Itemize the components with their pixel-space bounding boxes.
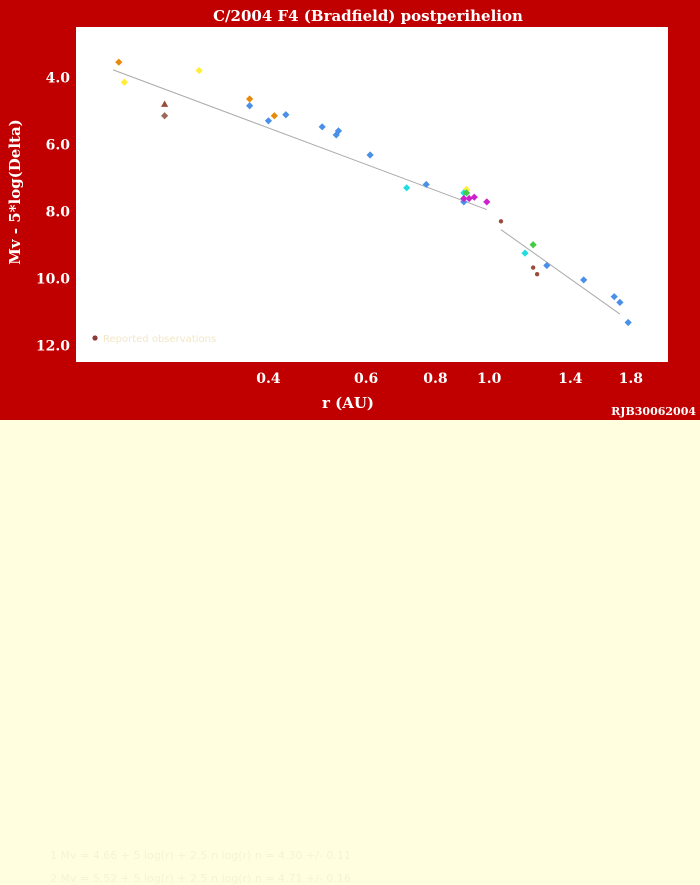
data-point xyxy=(529,241,537,249)
data-point xyxy=(521,249,529,257)
data-point xyxy=(616,298,624,306)
data-point xyxy=(195,66,203,75)
y-tick-label: 4.0 xyxy=(46,70,71,86)
fit-line-2 xyxy=(500,229,621,315)
data-point xyxy=(270,112,278,120)
x-tick-label: 0.6 xyxy=(354,371,378,387)
data-point xyxy=(530,265,536,270)
plot-area xyxy=(76,27,668,362)
data-point xyxy=(318,123,326,131)
x-tick-label: 1.8 xyxy=(619,371,643,387)
data-point xyxy=(161,112,169,120)
y-tick-labels: 4.0 6.0 8.0 10.0 12.0 xyxy=(36,70,70,354)
data-point xyxy=(462,189,471,197)
data-point xyxy=(624,318,632,327)
data-point xyxy=(120,78,128,86)
y-tick-label: 6.0 xyxy=(46,137,71,153)
x-tick-label: 1.0 xyxy=(477,371,502,387)
legend-label: Reported observations xyxy=(103,334,216,345)
data-point xyxy=(403,184,411,192)
y-axis-label: Mv - 5*log(Delta) xyxy=(6,119,24,265)
data-points xyxy=(115,58,632,327)
fit-note-2: 2 Mv = 5.52 + 5 log(r) + 2.5 n log(r) n … xyxy=(50,872,351,885)
y-tick-label: 8.0 xyxy=(46,204,71,220)
data-point xyxy=(282,111,290,119)
data-point xyxy=(264,117,273,125)
fit-notes: 1 Mv = 4.66 + 5 log(r) + 2.5 n log(r) n … xyxy=(0,420,700,885)
data-point xyxy=(115,58,123,66)
chart: C/2004 F4 (Bradfield) postperihelion 0.4… xyxy=(6,7,668,412)
data-point xyxy=(332,131,340,139)
data-point xyxy=(498,219,504,224)
data-point xyxy=(246,95,254,103)
data-point xyxy=(483,198,491,206)
data-point xyxy=(246,102,254,110)
data-point xyxy=(610,293,618,301)
data-point xyxy=(460,194,468,203)
x-tick-label: 1.4 xyxy=(558,371,583,387)
credit-label: RJB30062004 xyxy=(611,405,696,418)
data-point xyxy=(465,194,473,203)
data-point xyxy=(580,276,588,284)
fit-note-1: 1 Mv = 4.66 + 5 log(r) + 2.5 n log(r) n … xyxy=(50,849,351,862)
data-point xyxy=(161,100,169,107)
chart-title: C/2004 F4 (Bradfield) postperihelion xyxy=(213,7,523,25)
data-point xyxy=(534,272,540,277)
data-point xyxy=(366,151,374,159)
x-axis-label: r (AU) xyxy=(322,394,374,412)
data-point xyxy=(543,261,551,270)
y-tick-label: 12.0 xyxy=(36,338,70,354)
x-tick-label: 0.4 xyxy=(256,371,281,387)
x-tick-label: 0.8 xyxy=(423,371,447,387)
legend-marker xyxy=(92,335,98,341)
data-point xyxy=(334,127,343,135)
y-tick-label: 10.0 xyxy=(36,271,70,287)
data-point xyxy=(470,193,478,201)
legend: Reported observations xyxy=(92,334,216,345)
data-point xyxy=(422,180,430,189)
x-tick-labels: 0.4 0.6 0.8 1.0 1.4 1.8 xyxy=(256,371,643,387)
